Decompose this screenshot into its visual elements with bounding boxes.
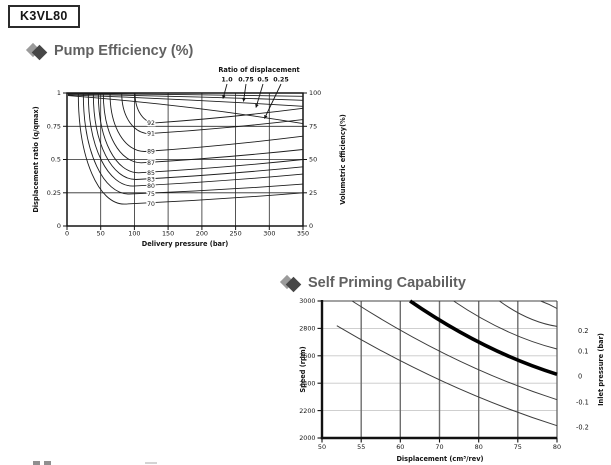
y-tick: 100 — [309, 89, 321, 97]
contour-label: 83 — [147, 177, 155, 184]
diamond-icon — [25, 41, 48, 61]
contour-91 — [121, 92, 304, 135]
annotation-value: 0.5 — [257, 77, 268, 84]
section-heading-self-priming: Self Priming Capability — [279, 273, 466, 293]
curve-0.2 — [499, 300, 558, 327]
contour-label: 87 — [147, 160, 155, 167]
pump-efficiency-chart: 92 91 89 87 85 83 80 75 70 Ratio of disp… — [32, 66, 347, 248]
y-tick: 50 — [309, 156, 317, 164]
contour-83 — [92, 92, 304, 180]
x-tick: 70 — [435, 443, 443, 451]
y-tick: 2800 — [299, 325, 315, 333]
x-tick: 75 — [514, 443, 522, 451]
y-tick: 2000 — [299, 434, 315, 442]
contour-label: 80 — [147, 183, 155, 190]
priming-x-tick-labels: 50 55 60 70 80 75 80 — [318, 443, 561, 451]
curve--0.1 — [351, 300, 558, 401]
x-tick: 200 — [196, 230, 208, 238]
curve-0-bold — [409, 299, 558, 377]
x-tick: 150 — [162, 230, 174, 238]
model-name: K3VL80 — [20, 9, 68, 23]
priming-curves — [336, 299, 558, 427]
contour-89 — [109, 92, 304, 152]
y-tick: 0.25 — [47, 189, 61, 197]
contour-80 — [87, 92, 304, 187]
curve-label: -0.1 — [576, 399, 589, 407]
priming-vgrid — [360, 301, 558, 438]
contour-label: 91 — [147, 131, 155, 138]
x-tick: 100 — [128, 230, 140, 238]
y-tick: 0 — [57, 222, 61, 230]
priming-ylabel-right: Inlet pressure (bar) — [597, 333, 605, 406]
x-tick: 0 — [65, 230, 69, 238]
contour-70 — [77, 92, 304, 205]
contour-87 — [102, 92, 304, 164]
y-tick: 2400 — [299, 379, 315, 387]
annotation-value: 1.0 — [221, 77, 233, 84]
vol-eff-line-1.0 — [67, 93, 304, 97]
contour-label: 92 — [147, 120, 155, 127]
pump-chart-ticks — [63, 92, 307, 230]
annotation-arrows — [222, 83, 282, 119]
x-tick: 250 — [229, 230, 241, 238]
priming-xlabel: Displacement (cm³/rev) — [396, 455, 483, 463]
curve--0.2 — [336, 325, 558, 427]
diamond-icon — [279, 273, 302, 293]
y-tick: 2600 — [299, 352, 315, 360]
x-tick: 80 — [475, 443, 483, 451]
priming-curve-labels: 0.2 0.1 0 -0.1 -0.2 — [576, 327, 589, 432]
x-tick: 50 — [318, 443, 326, 451]
x-tick: 50 — [97, 230, 105, 238]
contour-label: 85 — [147, 170, 155, 177]
x-tick: 60 — [396, 443, 404, 451]
annotation-title: Ratio of displacement — [218, 66, 299, 74]
contour-label: 75 — [147, 191, 155, 198]
y-tick: 2200 — [299, 407, 315, 415]
curve-top-unlabeled — [540, 300, 558, 309]
curve-label: 0.2 — [578, 327, 589, 335]
priming-y-tick-labels: 3000 2800 2600 2400 2200 2000 — [299, 297, 315, 442]
priming-ylabel-left: Speed (rpm) — [299, 346, 307, 392]
pump-ylabel-right: Volumetric efficiency(%) — [339, 114, 347, 204]
pump-yleft-tick-labels: 1 0.75 0.5 0.25 0 — [47, 89, 61, 230]
contour-label: 70 — [147, 201, 155, 208]
curve-label: -0.2 — [576, 424, 589, 432]
priming-ticks — [317, 300, 558, 443]
annotation-value: 0.25 — [273, 77, 289, 84]
x-tick: 80 — [553, 443, 561, 451]
x-tick: 55 — [357, 443, 365, 451]
ratio-annotation: Ratio of displacement 1.0 0.75 0.5 0.25 — [218, 66, 300, 119]
y-tick: 0.75 — [47, 123, 61, 131]
y-tick: 25 — [309, 189, 317, 197]
vol-eff-line-0.5 — [67, 94, 304, 107]
y-tick: 75 — [309, 123, 317, 131]
efficiency-contours — [77, 92, 304, 205]
section-title: Self Priming Capability — [308, 274, 466, 291]
pump-ylabel-left: Displacement ratio (q/qmax) — [32, 106, 40, 212]
model-badge: K3VL80 — [8, 5, 80, 28]
self-priming-chart: 3000 2800 2600 2400 2200 2000 50 55 60 7… — [299, 297, 605, 463]
annotation-value: 0.75 — [238, 77, 254, 84]
curve-label: 0.1 — [578, 348, 589, 356]
pump-yright-tick-labels: 100 75 50 25 0 — [309, 89, 321, 230]
contour-85 — [97, 92, 304, 174]
contour-label: 89 — [147, 149, 155, 156]
contour-labels: 92 91 89 87 85 83 80 75 70 — [146, 119, 156, 210]
y-tick: 1 — [57, 89, 61, 97]
pump-chart-grid — [67, 93, 303, 226]
section-title: Pump Efficiency (%) — [54, 42, 194, 59]
x-tick: 300 — [263, 230, 275, 238]
pump-x-tick-labels: 0 50 100 150 200 250 300 350 — [65, 230, 309, 238]
x-tick: 350 — [297, 230, 309, 238]
y-tick: 3000 — [299, 297, 315, 305]
section-heading-pump-efficiency: Pump Efficiency (%) — [25, 41, 194, 61]
contour-75 — [82, 92, 304, 195]
pump-xlabel: Delivery pressure (bar) — [142, 240, 229, 248]
y-tick: 0.5 — [51, 156, 61, 164]
curve-0.1 — [453, 300, 558, 350]
curve-label: 0 — [578, 373, 582, 381]
y-tick: 0 — [309, 222, 313, 230]
